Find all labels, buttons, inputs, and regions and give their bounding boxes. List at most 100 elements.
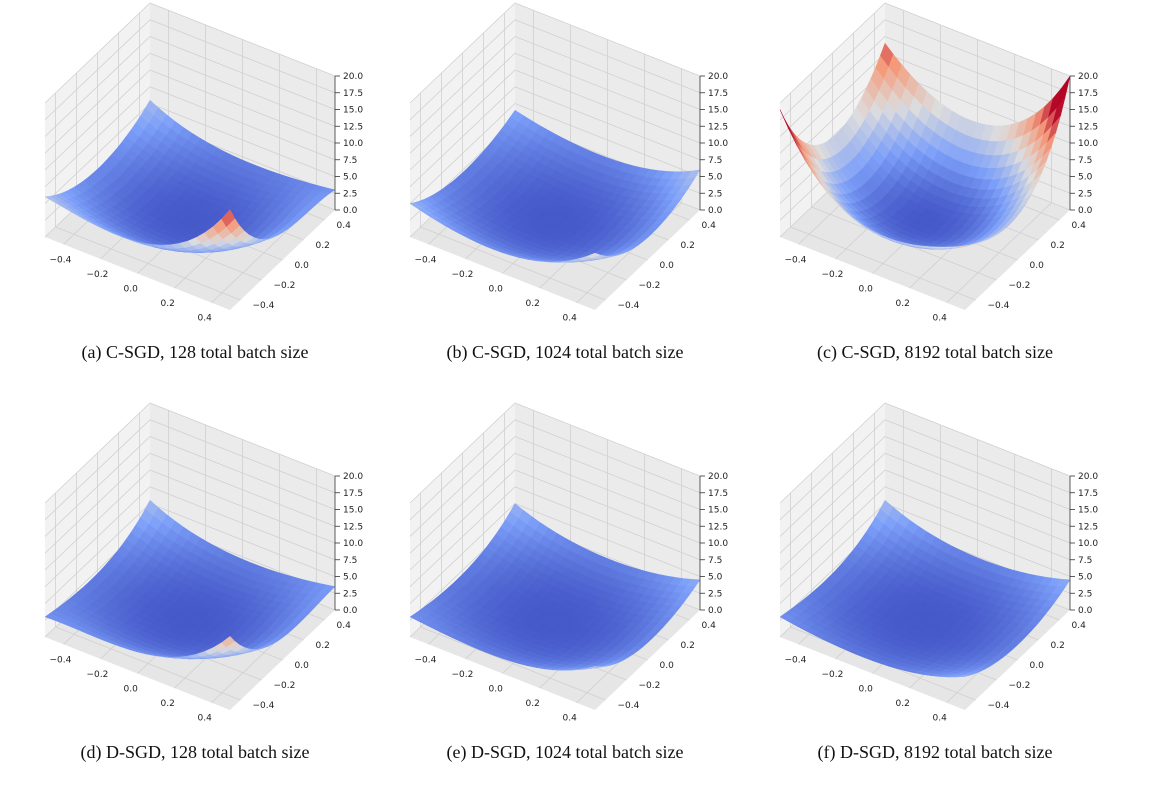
z-tick-label: 10.0	[708, 539, 728, 549]
x-tick-label: 0.4	[933, 714, 948, 724]
caption-f: (f) D-SGD, 8192 total batch size	[817, 742, 1053, 762]
z-tick-label: 5.0	[343, 173, 358, 183]
y-tick-label: 0.2	[1051, 241, 1065, 251]
x-tick-label: −0.4	[785, 655, 807, 665]
x-tick-label: −0.2	[452, 270, 474, 280]
surface-plot-a: 0.0 2.5 5.0 7.5 10.0 12.5 15.0 17.5 20.0 −0.4 −0.2…	[44, 2, 363, 324]
y-tick-label: 0.2	[316, 641, 330, 651]
z-tick-label: 0.0	[343, 206, 358, 216]
z-tick-label: 5.0	[708, 573, 723, 583]
chart-panel-b: 0.0 2.5 5.0 7.5 10.0 12.5 15.0 17.5 20.0 −0.4 −0.2…	[385, 2, 745, 324]
caption-c: (c) C-SGD, 8192 total batch size	[817, 342, 1053, 362]
y-tick-label: −0.2	[274, 281, 296, 291]
y-tick-label: 0.4	[337, 621, 352, 631]
z-tick-label: 7.5	[343, 156, 357, 166]
x-tick-label: −0.2	[87, 670, 109, 680]
z-tick-label: 10.0	[343, 139, 363, 149]
z-tick-label: 17.5	[343, 89, 363, 99]
x-tick-label: 0.0	[859, 685, 874, 695]
x-tick-label: 0.2	[161, 299, 175, 309]
z-tick-label: 2.5	[708, 189, 722, 199]
y-tick-label: −0.2	[1009, 281, 1031, 291]
chart-panel-f: 0.0 2.5 5.0 7.5 10.0 12.5 15.0 17.5 20.0 −0.4 −0.2…	[755, 402, 1115, 724]
caption-b: (b) C-SGD, 1024 total batch size	[446, 342, 684, 362]
y-tick-label: −0.4	[988, 701, 1010, 711]
z-tick-label: 12.5	[1078, 522, 1098, 532]
z-tick-label: 12.5	[708, 122, 728, 132]
y-tick-label: 0.0	[660, 261, 675, 271]
z-tick-label: 15.0	[1078, 106, 1098, 116]
z-tick-label: 10.0	[1078, 539, 1098, 549]
x-tick-label: −0.2	[822, 270, 844, 280]
z-tick-label: 5.0	[1078, 173, 1093, 183]
z-tick-label: 2.5	[708, 589, 722, 599]
y-tick-label: 0.0	[660, 661, 675, 671]
z-tick-label: 5.0	[1078, 573, 1093, 583]
x-tick-label: −0.4	[50, 255, 72, 265]
surface-facet	[956, 245, 970, 248]
z-tick-label: 7.5	[343, 556, 357, 566]
y-tick-label: −0.2	[1009, 681, 1031, 691]
y-tick-label: 0.2	[681, 641, 695, 651]
y-tick-label: 0.2	[1051, 641, 1065, 651]
x-tick-label: −0.4	[415, 255, 437, 265]
y-tick-label: 0.4	[1072, 221, 1087, 231]
chart-panel-c: 0.0 2.5 5.0 7.5 10.0 12.5 15.0 17.5 20.0 −0.4 −0.2…	[755, 2, 1115, 324]
x-tick-label: 0.2	[896, 299, 910, 309]
z-tick-label: 2.5	[343, 589, 357, 599]
x-tick-label: −0.2	[452, 670, 474, 680]
x-tick-label: 0.2	[161, 699, 175, 709]
surface	[409, 109, 701, 263]
z-tick-label: 17.5	[1078, 89, 1098, 99]
y-tick-label: −0.4	[618, 301, 640, 311]
surface-plot-b: 0.0 2.5 5.0 7.5 10.0 12.5 15.0 17.5 20.0 −0.4 −0.2…	[409, 2, 728, 324]
x-tick-label: 0.2	[526, 699, 540, 709]
z-tick-label: 20.0	[1078, 472, 1098, 482]
z-tick-label: 15.0	[1078, 506, 1098, 516]
x-tick-label: 0.4	[563, 314, 578, 324]
caption-e: (e) D-SGD, 1024 total batch size	[446, 742, 684, 762]
z-tick-label: 7.5	[708, 156, 722, 166]
chart-panel-d: 0.0 2.5 5.0 7.5 10.0 12.5 15.0 17.5 20.0 −0.4 −0.2…	[20, 402, 380, 724]
z-tick-label: 10.0	[708, 139, 728, 149]
y-tick-label: 0.2	[681, 241, 695, 251]
z-tick-label: 0.0	[343, 606, 358, 616]
x-tick-label: 0.0	[124, 685, 139, 695]
z-tick-label: 0.0	[708, 206, 723, 216]
y-tick-label: 0.0	[295, 261, 310, 271]
z-tick-label: 17.5	[708, 89, 728, 99]
z-tick-label: 17.5	[708, 489, 728, 499]
x-tick-label: −0.4	[415, 655, 437, 665]
y-tick-label: 0.4	[702, 221, 717, 231]
caption-a: (a) C-SGD, 128 total batch size	[81, 342, 309, 362]
y-tick-label: −0.4	[618, 701, 640, 711]
z-tick-label: 17.5	[1078, 489, 1098, 499]
x-tick-label: 0.0	[489, 285, 504, 295]
surface-facet	[586, 666, 600, 669]
x-tick-label: 0.4	[198, 314, 213, 324]
surface	[44, 99, 336, 253]
chart-panel-e: 0.0 2.5 5.0 7.5 10.0 12.5 15.0 17.5 20.0 −0.4 −0.2…	[385, 402, 745, 724]
x-tick-label: 0.2	[896, 699, 910, 709]
x-tick-label: −0.2	[87, 270, 109, 280]
y-tick-label: 0.4	[1072, 621, 1087, 631]
z-tick-label: 12.5	[343, 122, 363, 132]
z-tick-label: 15.0	[708, 106, 728, 116]
y-tick-label: 0.2	[316, 241, 330, 251]
z-tick-label: 2.5	[1078, 189, 1092, 199]
x-tick-label: 0.4	[563, 714, 578, 724]
y-tick-label: −0.4	[988, 301, 1010, 311]
x-tick-label: 0.0	[489, 685, 504, 695]
x-tick-label: 0.2	[526, 299, 540, 309]
surface-facet	[221, 635, 236, 648]
z-tick-label: 15.0	[343, 106, 363, 116]
z-tick-label: 7.5	[708, 556, 722, 566]
z-tick-label: 5.0	[343, 573, 358, 583]
y-tick-label: 0.0	[1030, 261, 1045, 271]
surface-plot-e: 0.0 2.5 5.0 7.5 10.0 12.5 15.0 17.5 20.0 −0.4 −0.2…	[409, 402, 728, 724]
z-tick-label: 7.5	[1078, 556, 1092, 566]
z-tick-label: 12.5	[1078, 122, 1098, 132]
z-tick-label: 10.0	[1078, 139, 1098, 149]
surface	[779, 499, 1071, 678]
surface	[779, 42, 1071, 250]
